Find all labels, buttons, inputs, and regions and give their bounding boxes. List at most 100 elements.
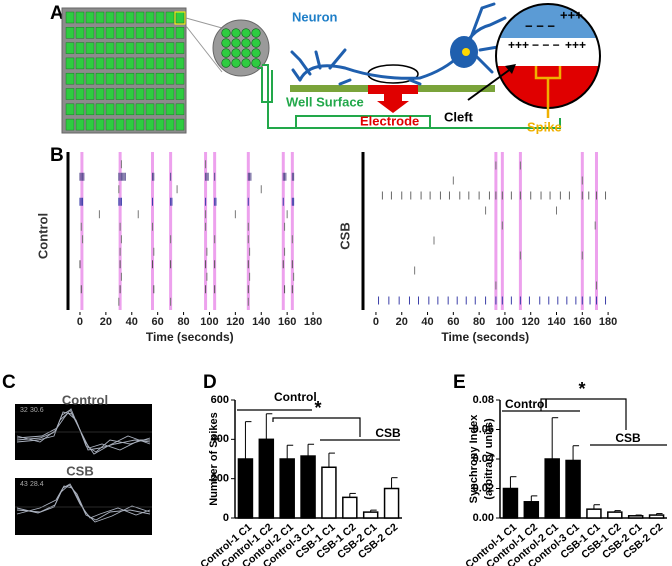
x-tick-label: 120 (226, 316, 244, 328)
well (105, 57, 115, 70)
well (155, 72, 165, 85)
electrode-dot (241, 28, 251, 38)
waveform-amplitude: 28.4 (30, 481, 44, 488)
well-highlight (174, 11, 186, 25)
x-tick-label: 140 (252, 316, 270, 328)
well (145, 118, 155, 131)
x-tick-label: 20 (100, 316, 112, 328)
x-tick-label: 140 (547, 316, 565, 328)
well (155, 103, 165, 116)
well (165, 103, 175, 116)
burst (246, 152, 250, 310)
well (125, 72, 135, 85)
mea-plate (61, 7, 187, 134)
well (95, 57, 105, 70)
y-tick-label: 200 (211, 473, 229, 485)
well (175, 42, 185, 54)
charge-label: +++ (508, 38, 529, 52)
x-tick-label: 40 (421, 316, 433, 328)
x-tick-label: 180 (599, 316, 617, 328)
well (135, 42, 145, 54)
electrode-dot (231, 38, 241, 48)
well (65, 42, 75, 54)
bar (502, 487, 519, 519)
connector (295, 115, 431, 128)
y-tick-label: 600 (211, 394, 229, 406)
burst (169, 152, 173, 310)
well (145, 88, 155, 100)
y-tick-label: 0.06 (473, 423, 494, 435)
burst (80, 152, 84, 310)
x-tick-label: 60 (447, 316, 459, 328)
charge-label: − − − (525, 18, 555, 33)
panel-label: A (50, 3, 64, 24)
well (65, 103, 75, 116)
y-axis-label: CSB (337, 222, 352, 249)
well (75, 88, 85, 100)
electrode-dot (251, 38, 261, 48)
x-tick-label: 20 (396, 316, 408, 328)
electrode-dot (221, 38, 231, 48)
well (85, 72, 95, 85)
burst (494, 152, 498, 310)
bar (362, 511, 379, 519)
well (95, 103, 105, 116)
x-axis-label: Time (seconds) (441, 330, 529, 344)
well (165, 72, 175, 85)
electrode-dot (241, 58, 251, 68)
y-tick-label: 0.02 (473, 482, 494, 494)
well (115, 88, 125, 100)
y-axis-label: Control (35, 213, 50, 259)
charge-label: − − − (532, 38, 560, 52)
well (145, 11, 155, 24)
well (115, 11, 125, 24)
bar (523, 501, 540, 519)
well (165, 42, 175, 54)
y-axis-label: (arbitrary units) (483, 418, 495, 500)
x-tick-label: 0 (77, 316, 83, 328)
waveform-label: Control (62, 392, 108, 407)
electrode-dot (221, 28, 231, 38)
well (95, 11, 105, 24)
well (75, 42, 85, 54)
panel-label: B (50, 145, 64, 166)
well (65, 118, 75, 131)
well (155, 27, 165, 39)
annotation-line (540, 398, 627, 430)
well (75, 57, 85, 70)
burst (281, 152, 285, 310)
electrode (368, 85, 418, 94)
well (145, 27, 155, 39)
x-tick-label: 180 (304, 316, 322, 328)
annotation: CSB (615, 431, 641, 445)
waveform-id: 43 (20, 481, 28, 488)
well (65, 11, 75, 24)
electrode-dot (241, 38, 251, 48)
x-tick-label: 40 (126, 316, 138, 328)
bar (627, 515, 644, 519)
y-tick-label: 0.08 (473, 394, 494, 406)
well (155, 118, 165, 131)
electrode-dot (241, 48, 251, 58)
annotation: * (578, 379, 585, 399)
diagram-label: Electrode (360, 113, 419, 128)
bar (258, 438, 275, 519)
annotation: * (314, 398, 321, 418)
waveform-amplitude: 30.6 (30, 407, 44, 414)
waveform-id: 32 (20, 407, 28, 414)
burst (594, 152, 598, 310)
well (175, 103, 185, 116)
annotation: Control (274, 390, 317, 404)
well (135, 103, 145, 116)
well (145, 42, 155, 54)
well (175, 27, 185, 39)
arrow (377, 94, 409, 113)
well (175, 72, 185, 85)
well (135, 11, 145, 24)
well (75, 103, 85, 116)
bar (383, 487, 400, 519)
well (115, 57, 125, 70)
well (155, 11, 165, 24)
nucleus (462, 48, 470, 56)
